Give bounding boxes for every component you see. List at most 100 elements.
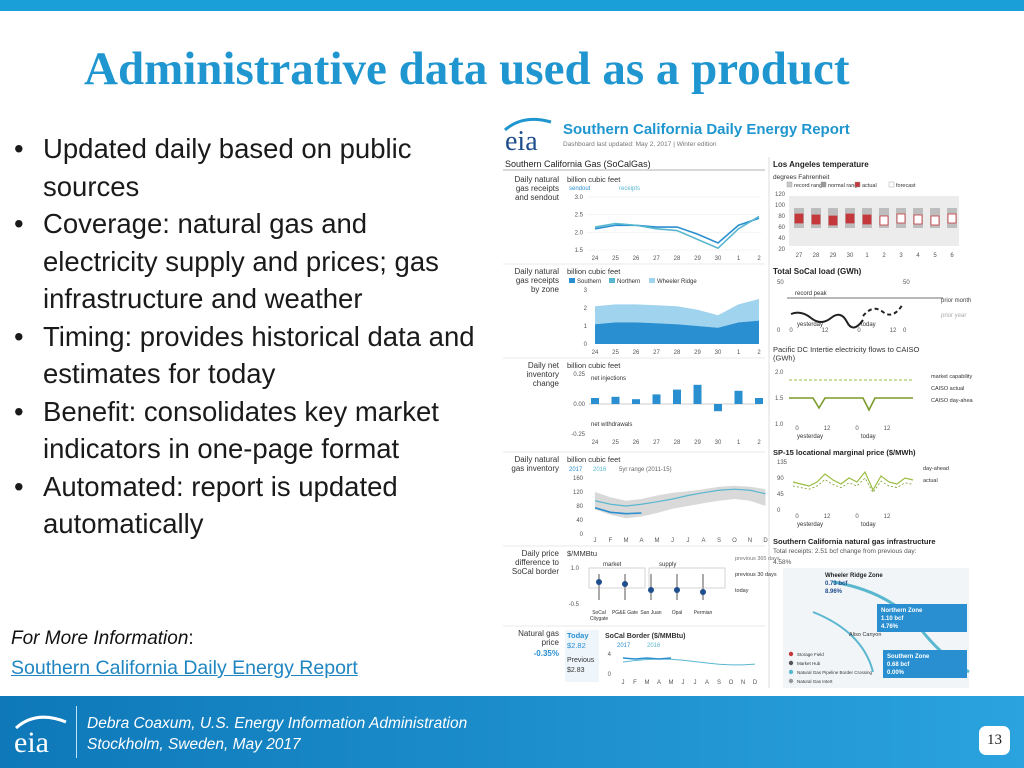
today-value: $2.82 <box>567 641 586 650</box>
legend-label: 5yr range (2011-15) <box>619 467 672 473</box>
legend-swatch <box>569 278 575 283</box>
axis-tick: J <box>622 680 625 686</box>
footer-eia-logo: eia <box>12 712 70 761</box>
legend-swatch <box>888 181 895 188</box>
axis-tick: D <box>763 538 768 544</box>
inventory-bar <box>755 398 763 404</box>
axis-tick: A <box>701 538 705 544</box>
load-title: Total SoCal load (GWh) <box>773 267 862 276</box>
hub-price-dot <box>700 589 706 595</box>
axis-tick: 28 <box>674 440 681 446</box>
hub-price-dot <box>674 587 680 593</box>
northern-zone-label: Northern Zone <box>881 608 923 614</box>
axis-tick: J <box>687 538 690 544</box>
infra-title: Southern California natural gas infrastr… <box>773 537 936 546</box>
axis-tick: -0.25 <box>571 432 585 438</box>
bullet-text: Updated daily based on public sources <box>43 133 412 202</box>
axis-tick: 27 <box>653 256 660 262</box>
axis-tick: 25 <box>612 256 619 262</box>
note-label: prior year <box>941 313 966 319</box>
axis-tick: 24 <box>592 350 599 356</box>
axis-tick: 0 <box>855 426 859 432</box>
bullet-item: • Automated: report is updated automatica… <box>12 468 482 543</box>
footer-divider <box>76 706 77 758</box>
northern-zone-box <box>877 604 967 632</box>
row-label: Daily natural <box>515 455 560 464</box>
row-unit: billion cubic feet <box>567 175 621 184</box>
map-legend-label: Market Hub <box>797 661 821 666</box>
inventory-bar <box>693 384 702 404</box>
temperature-box <box>879 215 889 226</box>
note-label: net injections <box>591 376 626 382</box>
footer-logo-swoosh <box>14 715 67 730</box>
hub-label: Citygate <box>590 616 609 622</box>
axis-tick: 0 <box>777 508 781 514</box>
row-unit: billion cubic feet <box>567 267 621 276</box>
axis-tick: 50 <box>777 280 784 286</box>
sub-label: yesterday <box>797 434 823 440</box>
area-wheeler-ridge <box>595 299 759 328</box>
bullet-text: Benefit: consolidates key market indicat… <box>43 395 439 465</box>
axis-tick: 40 <box>778 236 785 242</box>
axis-tick: 0.00 <box>573 402 585 408</box>
axis-tick: 29 <box>694 440 701 446</box>
axis-tick: 29 <box>830 253 837 259</box>
row-unit: $/MMBtu <box>567 549 597 558</box>
bullet-marker: • <box>14 470 24 502</box>
axis-tick: 30 <box>715 440 722 446</box>
axis-tick: 12 <box>890 328 897 334</box>
axis-tick: 90 <box>777 476 784 482</box>
axis-tick: 12 <box>822 328 829 334</box>
axis-tick: D <box>753 680 758 686</box>
today-label: Today <box>567 631 589 640</box>
axis-tick: 2 <box>882 253 886 259</box>
axis-tick: 3 <box>584 288 588 294</box>
today-load <box>862 303 904 317</box>
legend-label: 2016 <box>647 643 661 649</box>
wheeler-zone-change: 8.96% <box>825 589 843 595</box>
bullet-text: Coverage: natural gas and electricity su… <box>43 208 439 314</box>
top-accent-bar <box>0 0 1024 11</box>
receipts-line <box>594 215 760 250</box>
axis-tick: O <box>732 538 737 544</box>
axis-tick: 0 <box>789 328 793 334</box>
wheeler-zone-value: 0.73 bcf <box>825 581 848 587</box>
axis-tick: 30 <box>715 350 722 356</box>
legend-label: actual <box>862 183 877 189</box>
axis-tick: 24 <box>592 256 599 262</box>
axis-tick: 0.25 <box>573 372 585 378</box>
inventory-bar <box>652 394 661 404</box>
pipeline <box>812 611 874 673</box>
axis-tick: 26 <box>633 256 640 262</box>
row-label: Daily net <box>528 361 560 370</box>
legend-label: record range <box>794 183 825 189</box>
axis-tick: 2 <box>584 306 588 312</box>
temperature-box <box>930 215 940 226</box>
axis-tick: 1 <box>737 256 741 262</box>
row-label: SoCal border <box>512 567 559 576</box>
pdci-title: Pacific DC Intertie electricity flows to… <box>773 345 919 354</box>
axis-tick: 5 <box>933 253 937 259</box>
row-label: inventory <box>527 370 559 379</box>
more-info-text: For More Information <box>11 628 189 649</box>
report-link[interactable]: Southern California Daily Energy Report <box>11 657 358 679</box>
legend-swatch <box>786 181 793 188</box>
axis-tick: S <box>717 538 721 544</box>
inventory-bar <box>714 404 722 412</box>
note-label: prior month <box>941 298 971 304</box>
southern-zone-value: 0.68 bcf <box>887 662 910 668</box>
legend-label: CAISO actual <box>931 386 964 392</box>
legend-label: sendout <box>569 186 591 192</box>
bullet-marker: • <box>14 208 24 239</box>
axis-tick: 40 <box>576 518 583 524</box>
legend-swatch <box>854 181 861 188</box>
hub-price-dot <box>622 581 628 587</box>
axis-tick: 0 <box>857 328 861 334</box>
inventory-bar <box>591 398 599 404</box>
legend-swatch <box>820 181 827 188</box>
legend-label: 2017 <box>617 643 631 649</box>
legend-label: 2017 <box>569 467 583 473</box>
northern-zone-change: 4.76% <box>881 624 899 630</box>
temperature-box <box>828 215 838 226</box>
